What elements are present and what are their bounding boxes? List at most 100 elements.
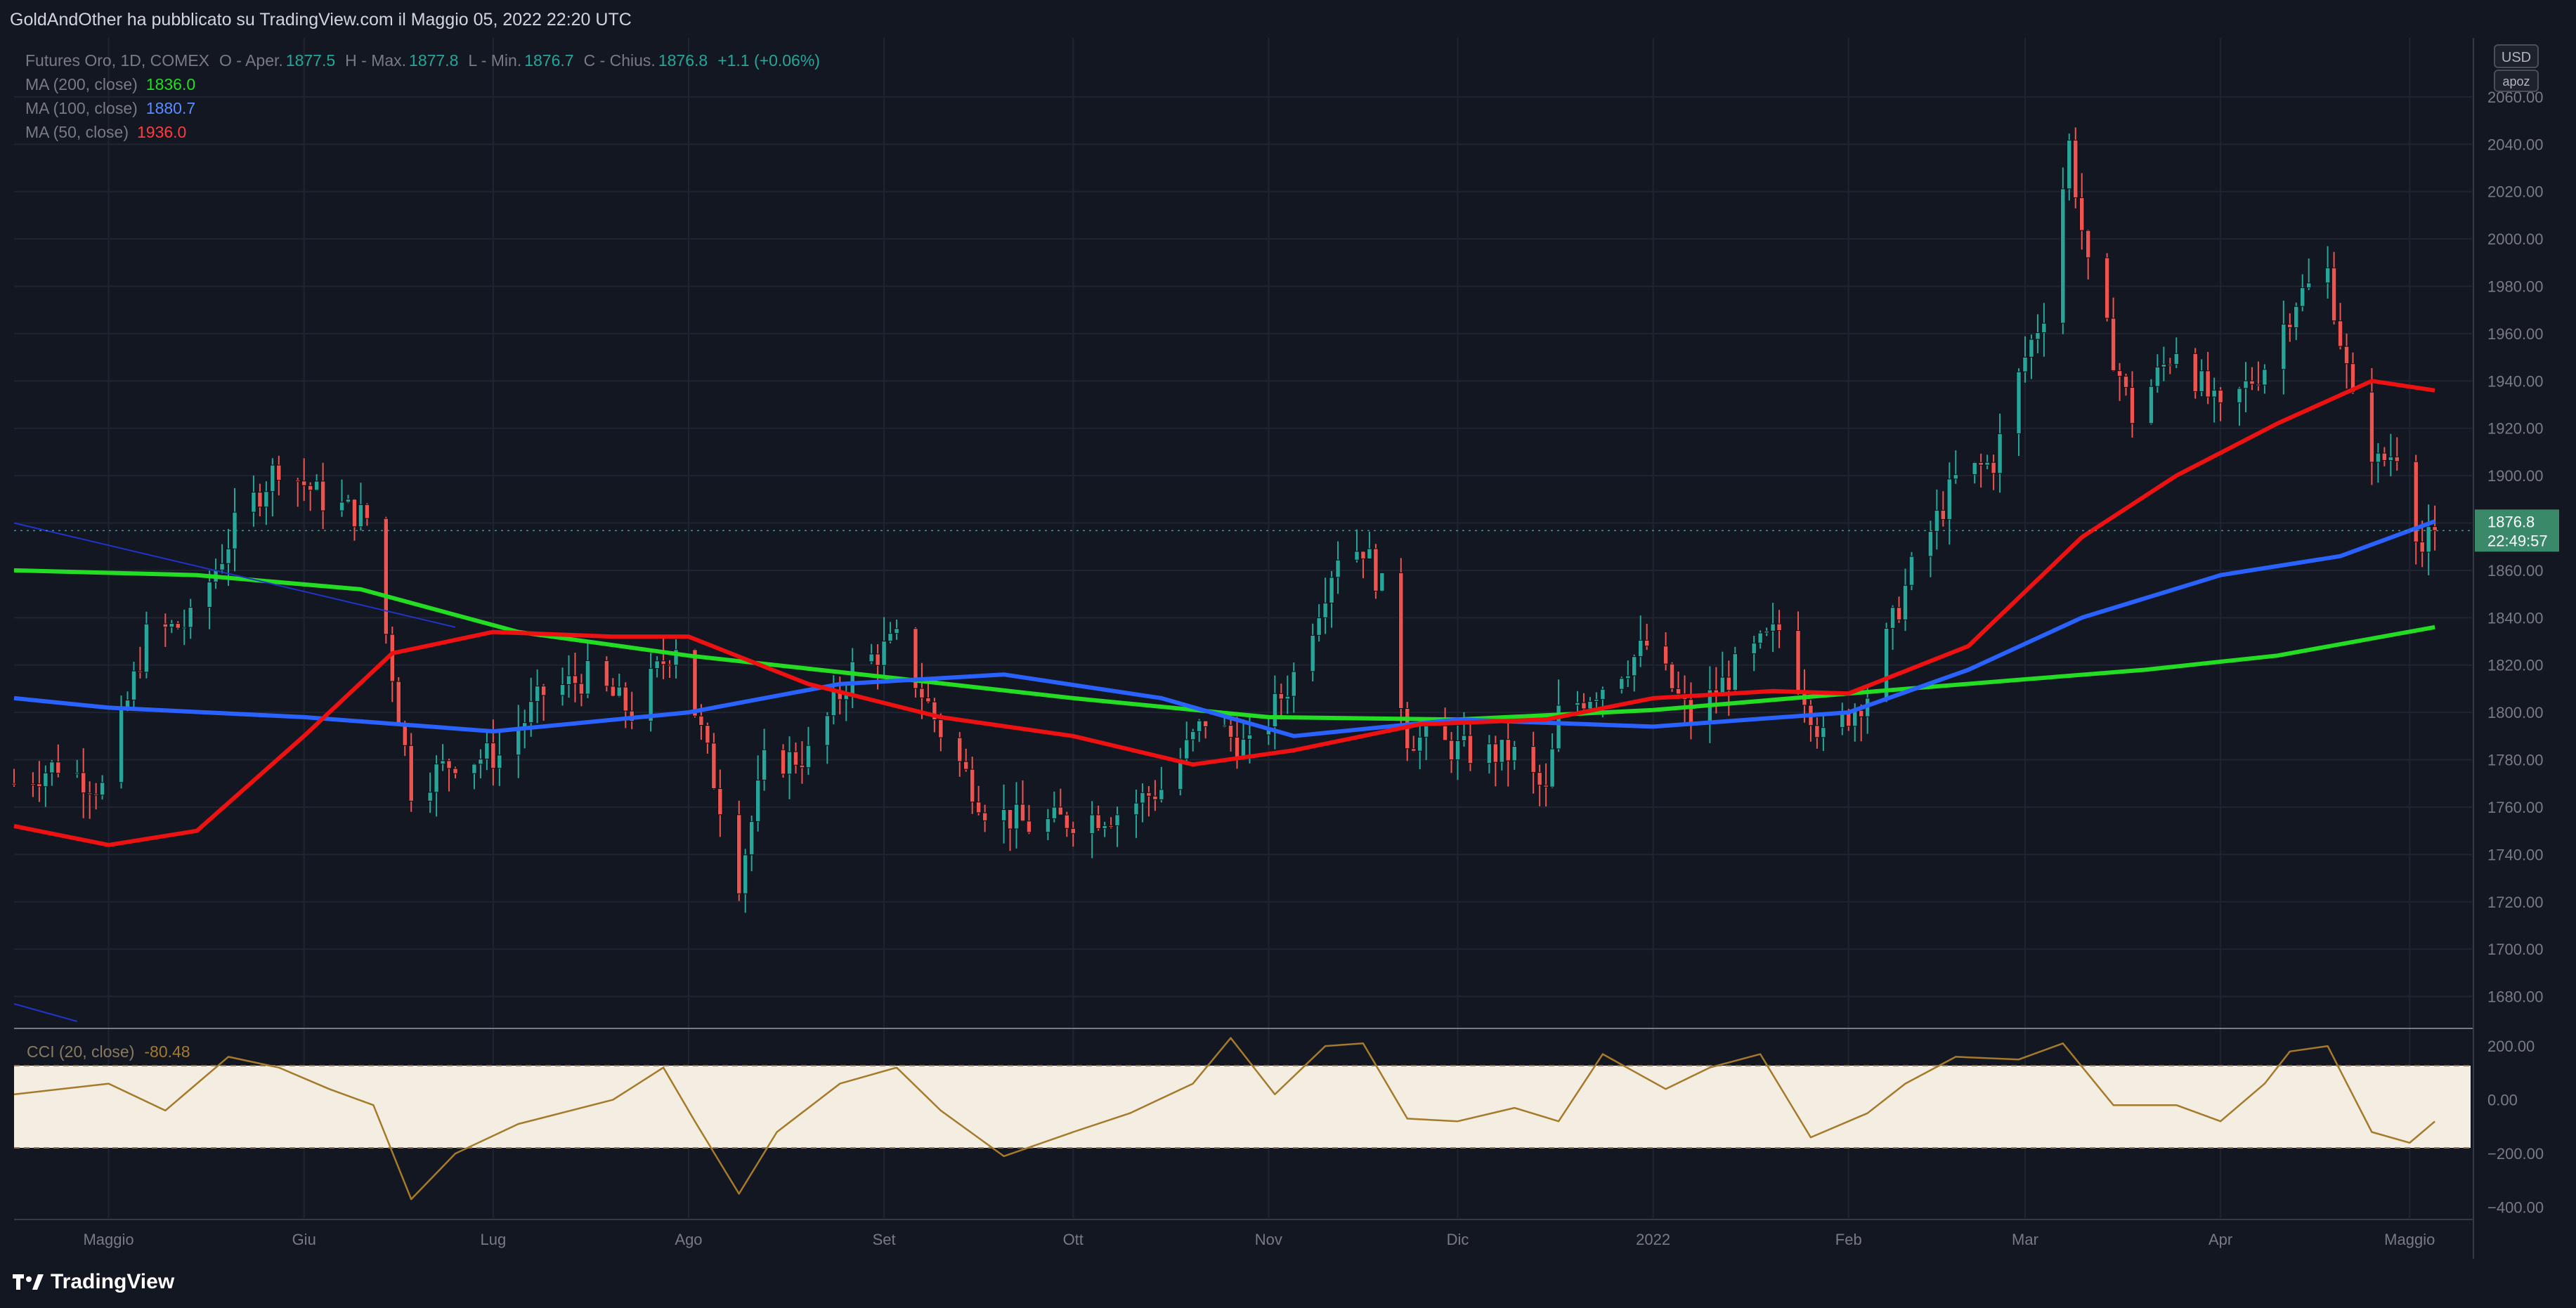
last-price-box bbox=[2475, 509, 2559, 552]
candle-body bbox=[894, 628, 899, 634]
price-axis[interactable]: 1680.00 1700.00 1720.00 1740.00 1760.00 1780.… bbox=[2487, 89, 2544, 1006]
candle-body bbox=[824, 715, 831, 746]
candle-body bbox=[396, 681, 402, 724]
cci-polyline bbox=[13, 1037, 2435, 1201]
candle-body bbox=[1152, 795, 1158, 800]
legend-ma200[interactable]: MA (200, close) 1836.0 bbox=[25, 75, 195, 93]
candle-body bbox=[572, 675, 578, 684]
candle-body bbox=[490, 743, 496, 769]
candle-body bbox=[99, 782, 105, 796]
candle-body bbox=[1581, 702, 1587, 709]
candle-body bbox=[1095, 814, 1101, 829]
candle-body bbox=[534, 686, 540, 702]
candle-body bbox=[516, 729, 521, 756]
candle-body bbox=[1530, 746, 1536, 773]
chart-canvas[interactable]: 1680.00 1700.00 1720.00 1740.00 1760.00 1780.… bbox=[0, 38, 2576, 1259]
candle-body bbox=[124, 700, 131, 708]
candle-body bbox=[434, 764, 439, 793]
candle-body bbox=[1984, 462, 1990, 466]
candle-body bbox=[1902, 584, 1908, 620]
candle-body bbox=[1575, 702, 1580, 706]
candle-body bbox=[1417, 736, 1423, 752]
candle-body bbox=[1114, 814, 1120, 826]
candle-body bbox=[1228, 724, 1234, 738]
candle-body bbox=[264, 491, 269, 508]
candle-body bbox=[440, 760, 445, 765]
candle-body bbox=[755, 779, 761, 823]
price-tick-label: 1760.00 bbox=[2487, 799, 2544, 816]
candle-body bbox=[578, 683, 585, 695]
candle-body bbox=[345, 499, 351, 503]
candle-body bbox=[37, 783, 42, 787]
candle-body bbox=[1140, 792, 1145, 804]
price-tick-label: 1900.00 bbox=[2487, 467, 2544, 485]
candle-body bbox=[1556, 705, 1561, 750]
candle-body bbox=[2123, 376, 2129, 388]
candle-body bbox=[661, 660, 666, 665]
candle-body bbox=[2343, 346, 2350, 365]
candle-body bbox=[118, 707, 124, 783]
candle-body bbox=[1190, 731, 1196, 740]
currency-badge[interactable] bbox=[2494, 44, 2539, 68]
time-tick-label: Feb bbox=[1835, 1231, 1862, 1248]
scale-mode-badge[interactable] bbox=[2494, 70, 2539, 92]
price-tick-label: 1960.00 bbox=[2487, 325, 2544, 343]
candle-body bbox=[540, 686, 547, 696]
candle-body bbox=[351, 499, 358, 528]
candle-body bbox=[2116, 370, 2123, 377]
cci-tick-label: 0.00 bbox=[2487, 1092, 2518, 1109]
candle-body bbox=[169, 623, 175, 628]
candle-body bbox=[1927, 531, 1934, 557]
candle-body bbox=[1940, 509, 1946, 520]
candle-body bbox=[793, 751, 799, 766]
candle-body bbox=[1102, 825, 1107, 829]
candle-body bbox=[2154, 367, 2161, 387]
candle-body bbox=[1329, 577, 1334, 603]
candle-body bbox=[358, 504, 364, 528]
cci-legend[interactable]: CCI (20, close) -80.48 bbox=[27, 1042, 190, 1061]
candle-body bbox=[2337, 320, 2343, 347]
candle-body bbox=[1146, 792, 1152, 797]
candle-body bbox=[1499, 739, 1505, 763]
candle-body bbox=[307, 485, 313, 491]
candle-body bbox=[1354, 551, 1360, 561]
candle-body bbox=[2104, 257, 2110, 319]
candle-body bbox=[2324, 267, 2331, 284]
candle-body bbox=[667, 664, 672, 667]
candle-body bbox=[1594, 699, 1599, 702]
tradingview-brand[interactable]: TradingView bbox=[13, 1270, 174, 1294]
candle-body bbox=[761, 749, 767, 780]
candle-body bbox=[1058, 806, 1064, 816]
countdown-timer: 22:49:57 bbox=[2487, 532, 2548, 549]
last-price-value: 1876.8 bbox=[2487, 513, 2535, 530]
candle-body bbox=[30, 783, 36, 786]
candle-body bbox=[188, 607, 193, 628]
candle-body bbox=[383, 518, 389, 635]
time-axis[interactable]: Maggio Giu Lug Ago Set Ott Nov Dic 2022 Feb Mar Apr… bbox=[83, 1231, 2435, 1248]
candle-body bbox=[1089, 814, 1095, 835]
candle-body bbox=[1978, 462, 1984, 466]
candle-body bbox=[1335, 559, 1341, 578]
candle-body bbox=[748, 821, 755, 856]
legend-ma50[interactable]: MA (50, close) 1936.0 bbox=[25, 123, 186, 141]
candle-body bbox=[1442, 725, 1448, 741]
candle-body bbox=[786, 751, 793, 775]
candle-body bbox=[2237, 388, 2242, 403]
candle-body bbox=[1505, 739, 1511, 761]
candle-body bbox=[1543, 785, 1549, 787]
candle-body bbox=[1688, 699, 1694, 725]
candle-body bbox=[1934, 509, 1940, 532]
candle-body bbox=[1726, 676, 1732, 691]
price-tick-label: 1720.00 bbox=[2487, 894, 2544, 911]
candle-body bbox=[2041, 322, 2047, 333]
candle-body bbox=[1448, 740, 1455, 761]
legend-ma100[interactable]: MA (100, close) 1880.7 bbox=[25, 99, 195, 117]
last-price-marker[interactable]: 1876.8 22:49:57 bbox=[2475, 509, 2559, 552]
candle-body bbox=[1379, 572, 1385, 591]
candle-body bbox=[875, 653, 880, 666]
candle-body bbox=[251, 492, 256, 513]
candle-body bbox=[1423, 725, 1429, 738]
cci-axis[interactable]: 200.00 0.00 −200.00 −400.00 bbox=[2487, 1038, 2544, 1216]
candle-body bbox=[925, 697, 931, 702]
candle-body bbox=[932, 701, 937, 721]
